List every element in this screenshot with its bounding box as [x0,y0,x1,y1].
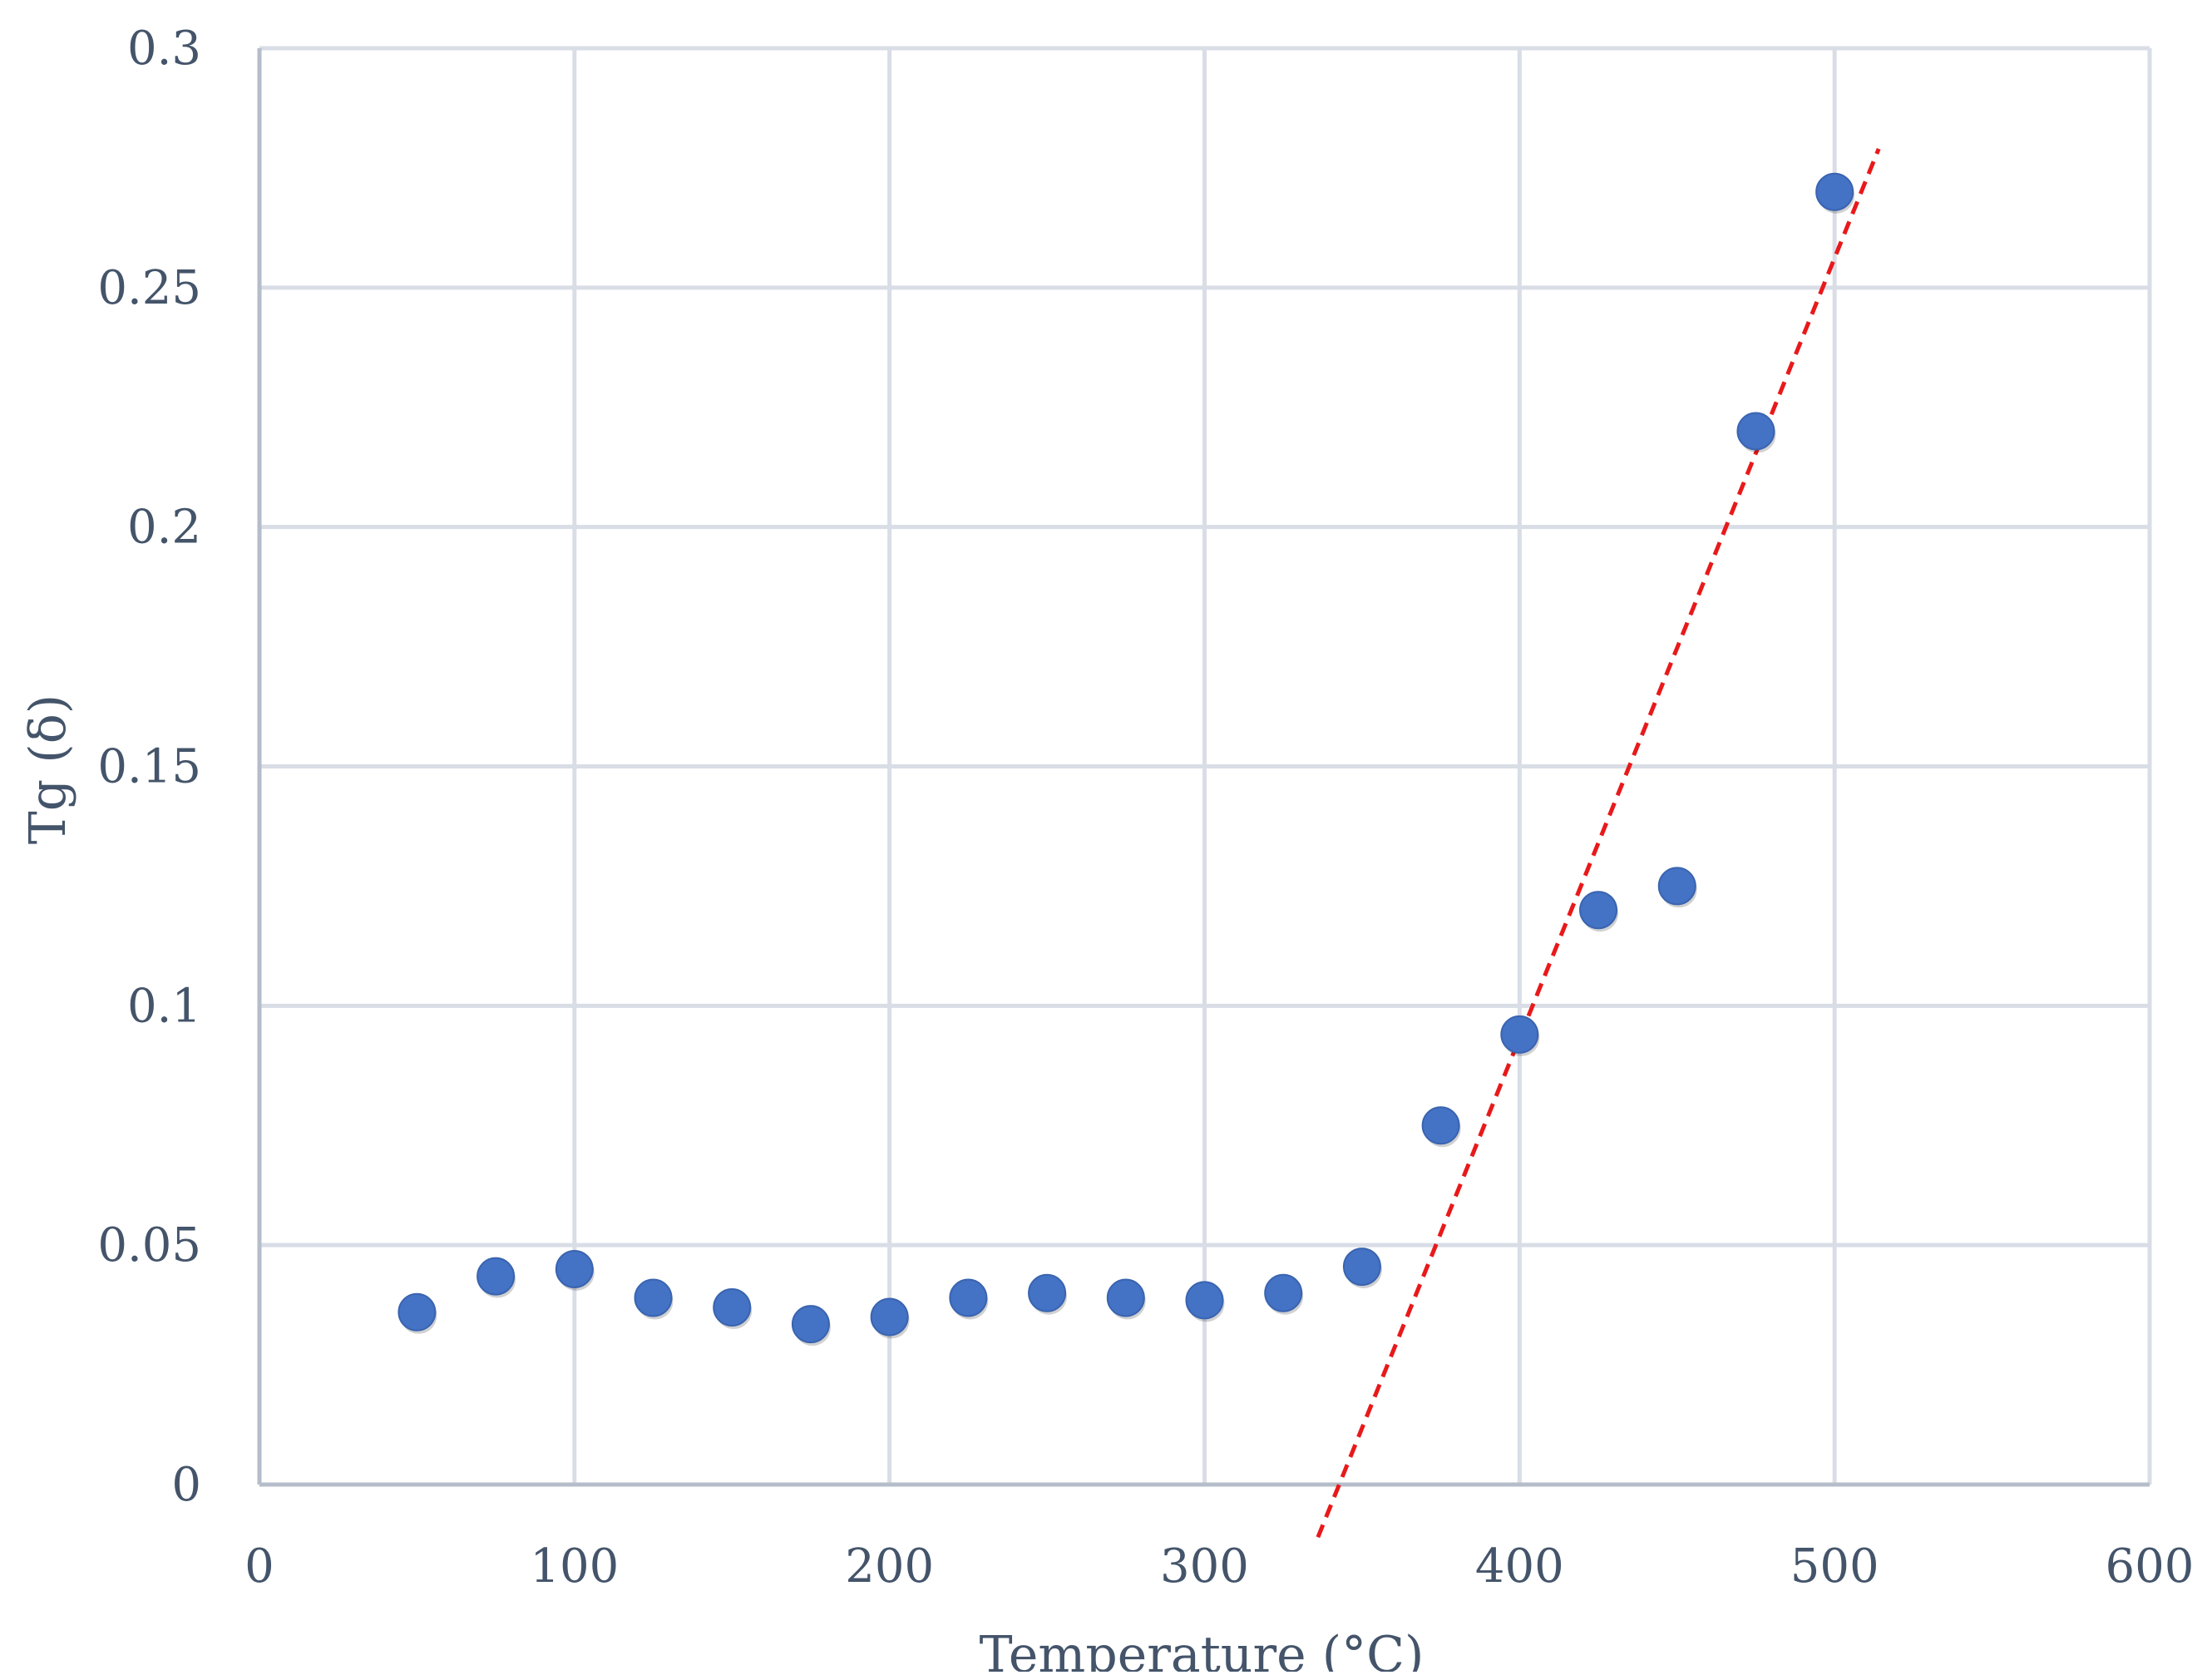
data-point [1579,891,1618,930]
data-point [1815,172,1854,211]
data-point [713,1288,752,1327]
y-tick-label: 0.3 [127,22,201,76]
data-point [949,1278,988,1317]
data-point [1736,412,1775,451]
x-tick-label: 200 [845,1539,934,1593]
data-point [1342,1248,1381,1287]
y-tick-label: 0.25 [97,261,201,315]
y-tick-label: 0.1 [127,979,201,1033]
data-point [1106,1278,1145,1317]
x-tick-label: 300 [1160,1539,1249,1593]
data-point [1028,1273,1067,1312]
x-axis-title: Temperature (°C) [980,1626,1424,1672]
x-tick-label: 0 [244,1539,274,1593]
data-point [555,1249,594,1288]
data-point [870,1297,909,1337]
data-point [1500,1015,1539,1054]
trendline [1316,147,1881,1539]
data-point [397,1292,437,1332]
data-points [397,172,1855,1346]
x-tick-label: 400 [1475,1539,1564,1593]
y-axis-title: Tg (δ) [19,694,77,844]
y-tick-label: 0.2 [127,501,201,555]
data-point [1421,1106,1460,1145]
data-point [476,1257,516,1296]
x-tick-label: 600 [2106,1539,2195,1593]
y-tick-label: 0 [171,1458,201,1512]
y-tick-label: 0.15 [97,740,201,794]
data-point [634,1278,673,1317]
data-point [1185,1281,1224,1320]
axes [257,48,2150,1487]
data-point [1264,1273,1303,1312]
x-tick-label: 100 [530,1539,619,1593]
tick-labels: 0 100 200 300 400 500 600 0 0.05 0.1 0.15 0.2 0.25 0.… [97,22,2194,1593]
data-point [1657,867,1696,906]
x-tick-label: 500 [1790,1539,1879,1593]
trendline-dashed [1316,147,1881,1539]
y-tick-label: 0.05 [97,1218,201,1272]
gridlines [259,46,2152,1485]
data-point [791,1305,830,1344]
